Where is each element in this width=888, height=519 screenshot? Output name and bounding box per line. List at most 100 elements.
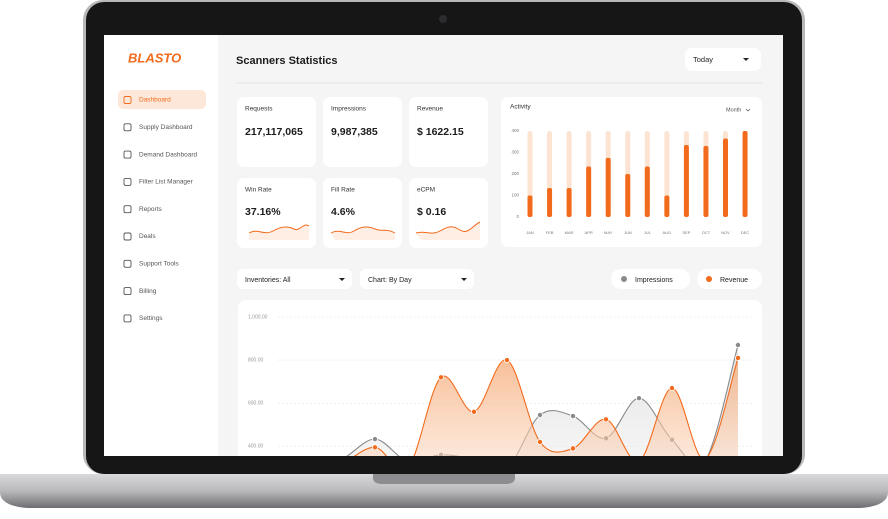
bar bbox=[664, 195, 670, 217]
y-tick-label: 400 bbox=[511, 128, 519, 133]
stat-value: 37.16% bbox=[245, 206, 281, 218]
bar bbox=[586, 166, 592, 217]
bar bbox=[703, 146, 709, 217]
bar-track bbox=[664, 131, 670, 217]
camera bbox=[439, 15, 447, 23]
y-tick-label: 600.00 bbox=[248, 400, 264, 406]
stat-value: $ 0.16 bbox=[417, 206, 446, 218]
menu-icon bbox=[123, 150, 132, 159]
sparkline bbox=[330, 226, 396, 234]
x-tick-label: OCT bbox=[702, 230, 711, 235]
stat-card bbox=[237, 97, 316, 167]
stat-label: Requests bbox=[245, 106, 273, 113]
menu-item[interactable]: Demand Dashboard bbox=[139, 151, 198, 158]
period-dropdown[interactable]: Month bbox=[726, 107, 741, 113]
x-tick-label: FEB bbox=[546, 230, 554, 235]
legend-label[interactable]: Revenue bbox=[720, 277, 748, 284]
chart-filter[interactable] bbox=[360, 269, 474, 289]
filter-label[interactable]: Chart: By Day bbox=[368, 277, 412, 284]
range-label[interactable]: Today bbox=[693, 55, 713, 64]
screen: BLASTO Scanners Statistics Today Activit… bbox=[104, 35, 783, 456]
base-notch bbox=[373, 474, 515, 484]
menu-item[interactable]: Deals bbox=[139, 233, 156, 240]
menu-icon bbox=[123, 314, 132, 323]
bar bbox=[527, 195, 533, 217]
menu-icon bbox=[123, 259, 132, 268]
menu-icon bbox=[123, 287, 132, 296]
dropdown-caret bbox=[745, 108, 751, 112]
legend-dot bbox=[706, 276, 712, 282]
menu-item[interactable]: Filter List Manager bbox=[139, 179, 194, 186]
stat-label: eCPM bbox=[417, 187, 435, 194]
menu-item[interactable]: Settings bbox=[139, 315, 163, 322]
stat-value: 217,117,065 bbox=[245, 126, 303, 138]
bar bbox=[547, 187, 553, 217]
page-title: Scanners Statistics bbox=[236, 55, 338, 67]
menu-item[interactable]: Reports bbox=[139, 206, 163, 213]
range-dropdown[interactable] bbox=[685, 48, 761, 71]
activity-title: Activity bbox=[510, 104, 531, 111]
data-point bbox=[570, 413, 577, 420]
data-point bbox=[735, 354, 742, 361]
menu-item[interactable]: Dashboard bbox=[139, 97, 171, 104]
menu-icon bbox=[123, 232, 132, 241]
legend-chip[interactable] bbox=[611, 269, 690, 289]
y-tick-label: 300 bbox=[511, 150, 519, 155]
data-point bbox=[437, 374, 444, 381]
inventories-filter[interactable] bbox=[237, 269, 352, 289]
bar bbox=[742, 131, 748, 217]
x-tick-label: DEC bbox=[741, 230, 750, 235]
y-tick-label: 400.00 bbox=[248, 444, 264, 450]
sparkline-fill bbox=[416, 222, 480, 240]
sparkline-fill bbox=[249, 225, 309, 240]
y-tick-label: 1,000.00 bbox=[248, 314, 268, 320]
filter-label[interactable]: Inventories: All bbox=[245, 277, 291, 284]
stat-label: Revenue bbox=[417, 106, 443, 113]
y-tick-label: 200 bbox=[511, 171, 519, 176]
activity-card bbox=[501, 97, 762, 247]
y-tick-label: 800.00 bbox=[248, 357, 264, 363]
menu-icon bbox=[123, 177, 132, 186]
legend-dot bbox=[621, 276, 627, 282]
x-tick-label: NOV bbox=[721, 230, 730, 235]
menu-icon bbox=[123, 96, 132, 104]
stat-card bbox=[409, 97, 488, 167]
bar bbox=[566, 187, 572, 217]
x-tick-label: MAR bbox=[565, 230, 574, 235]
x-tick-label: APR bbox=[585, 230, 593, 235]
x-tick-label: JUN bbox=[624, 230, 632, 235]
laptop-base bbox=[0, 474, 888, 508]
menu-item[interactable]: Supply Dashboard bbox=[139, 124, 193, 131]
y-tick-label: 0 bbox=[516, 214, 519, 219]
data-point bbox=[537, 438, 544, 445]
brand-logo: BLASTO bbox=[128, 50, 181, 65]
data-point bbox=[470, 408, 477, 415]
data-point bbox=[669, 385, 676, 392]
data-point bbox=[371, 436, 378, 443]
legend-chip[interactable] bbox=[697, 269, 762, 289]
x-tick-label: MAY bbox=[604, 230, 613, 235]
dropdown-caret bbox=[743, 58, 749, 61]
stat-value: 4.6% bbox=[331, 206, 356, 218]
stat-label: Impressions bbox=[331, 106, 367, 113]
menu-item[interactable]: Billing bbox=[139, 288, 157, 295]
dropdown-caret bbox=[339, 278, 345, 281]
data-point bbox=[636, 395, 643, 402]
bar bbox=[605, 157, 611, 217]
data-point bbox=[570, 445, 577, 452]
menu-item[interactable]: Support Tools bbox=[139, 261, 179, 268]
bar bbox=[723, 138, 728, 217]
active-menu-bg bbox=[118, 90, 206, 109]
data-point bbox=[735, 341, 742, 348]
menu-icon bbox=[123, 123, 132, 132]
y-tick-label: 100 bbox=[511, 193, 519, 198]
stat-card bbox=[323, 97, 402, 167]
bar bbox=[625, 174, 631, 217]
area-fill bbox=[354, 357, 738, 456]
menu-icon bbox=[123, 205, 132, 214]
area-fill bbox=[347, 345, 738, 456]
legend-label[interactable]: Impressions bbox=[635, 277, 673, 284]
dropdown-caret bbox=[461, 278, 467, 281]
data-point bbox=[503, 357, 510, 364]
